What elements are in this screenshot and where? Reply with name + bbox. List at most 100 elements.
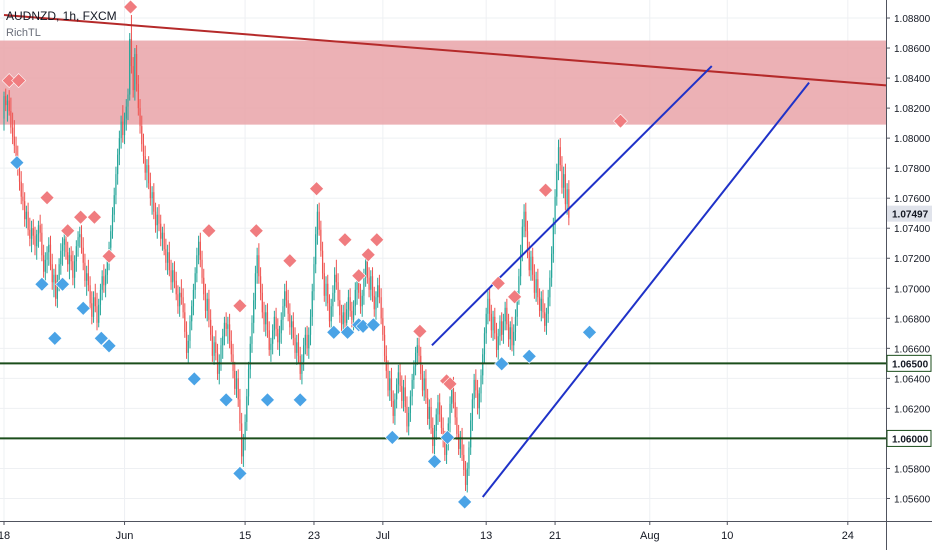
time-tick-label: 13 — [480, 530, 492, 542]
candle-body — [249, 343, 251, 370]
candle-body — [409, 396, 412, 413]
price-tick-label: 1.05800 — [894, 464, 931, 475]
candle-body — [399, 372, 401, 386]
candle-body — [72, 261, 74, 278]
candle-body — [480, 375, 482, 394]
candle-body — [8, 100, 10, 112]
candle-body — [67, 252, 69, 265]
candle-body — [303, 345, 305, 362]
candle-body — [210, 319, 212, 335]
candle-body — [166, 252, 169, 263]
candle-body — [142, 144, 145, 157]
candle-body — [394, 399, 396, 416]
candle-body — [542, 298, 544, 313]
pivot-low-marker — [494, 356, 510, 372]
candle-body — [525, 211, 527, 232]
candle-body — [37, 225, 40, 235]
price-tick-label: 1.08800 — [894, 14, 931, 25]
candle-body — [170, 270, 172, 283]
pivot-low-marker — [34, 276, 50, 292]
candle-body — [79, 234, 81, 238]
candle-body — [99, 289, 102, 305]
candle-body — [259, 276, 262, 293]
candle-body — [84, 262, 86, 281]
candle-body — [414, 352, 417, 367]
candle-body — [361, 295, 363, 307]
candle-body — [15, 145, 17, 157]
candle-body — [43, 255, 45, 272]
candle-body — [497, 336, 499, 350]
candle-body — [63, 238, 65, 245]
level-price-label-bg — [887, 355, 932, 372]
candle-body — [94, 297, 96, 307]
candle-body — [383, 334, 386, 356]
falling-trendline — [3, 14, 887, 87]
candle-body — [192, 289, 195, 307]
candle-body — [352, 306, 355, 320]
candle-body — [10, 111, 12, 128]
candle-body — [156, 214, 158, 226]
candle-body — [172, 270, 174, 283]
pivot-high-marker — [412, 323, 428, 339]
candle-body — [495, 333, 498, 350]
candle-body — [396, 384, 398, 400]
candle-body — [189, 321, 191, 341]
candle-body — [468, 447, 470, 469]
pivot-markers — [1, 0, 628, 510]
candle-body — [552, 225, 554, 254]
candle-body — [418, 345, 420, 356]
candle-body — [373, 295, 375, 310]
candle-body — [464, 469, 467, 485]
candle-body — [48, 244, 50, 253]
candle-body — [292, 321, 294, 338]
candle-body — [294, 337, 296, 353]
pivot-low-marker — [582, 324, 597, 340]
candle-body — [92, 297, 95, 317]
candle-body — [196, 255, 198, 274]
candle-body — [208, 298, 210, 320]
pivot-low-marker — [384, 429, 400, 445]
pivot-low-marker — [440, 429, 455, 445]
level-price-label-bg — [887, 430, 932, 447]
candle-body — [365, 261, 367, 277]
pivot-high-marker — [351, 268, 367, 284]
candle-body — [526, 231, 529, 253]
candle-body — [377, 285, 379, 298]
candle-body — [36, 234, 38, 247]
candle-body — [335, 274, 337, 283]
candle-body — [201, 259, 203, 278]
candle-body — [247, 369, 250, 397]
candle-body — [466, 468, 468, 485]
candle-body — [387, 370, 389, 391]
candle-body — [242, 439, 244, 457]
candle-body — [347, 297, 350, 310]
candle-body — [413, 366, 415, 380]
candle-body — [211, 334, 213, 356]
candle-body — [163, 232, 165, 250]
candle-body — [392, 400, 394, 416]
candle-body — [265, 312, 267, 325]
candle-body — [254, 273, 257, 301]
indicator-label[interactable]: RichTL — [6, 27, 41, 39]
candle-body — [489, 298, 491, 314]
candle-body — [134, 54, 136, 91]
price-tick-label: 1.07800 — [894, 164, 931, 175]
candle-body — [277, 328, 279, 343]
candle-body — [359, 292, 362, 307]
candle-body — [389, 378, 391, 391]
candle-body — [440, 414, 443, 428]
level-price-label: 1.06000 — [892, 434, 929, 445]
candle-body — [117, 154, 119, 175]
candle-body — [223, 322, 226, 337]
candle-body — [521, 226, 523, 253]
candle-body — [153, 192, 155, 212]
symbol-title[interactable]: AUDNZD, 1h, FXCM — [6, 9, 117, 23]
candle-body — [103, 276, 105, 286]
candle-body — [120, 121, 122, 139]
price-tick-label: 1.07400 — [894, 224, 931, 235]
candle-body — [149, 183, 151, 199]
candle-body — [65, 238, 67, 253]
candle-body — [253, 300, 255, 323]
candle-body — [375, 297, 377, 310]
candle-body — [158, 214, 160, 224]
